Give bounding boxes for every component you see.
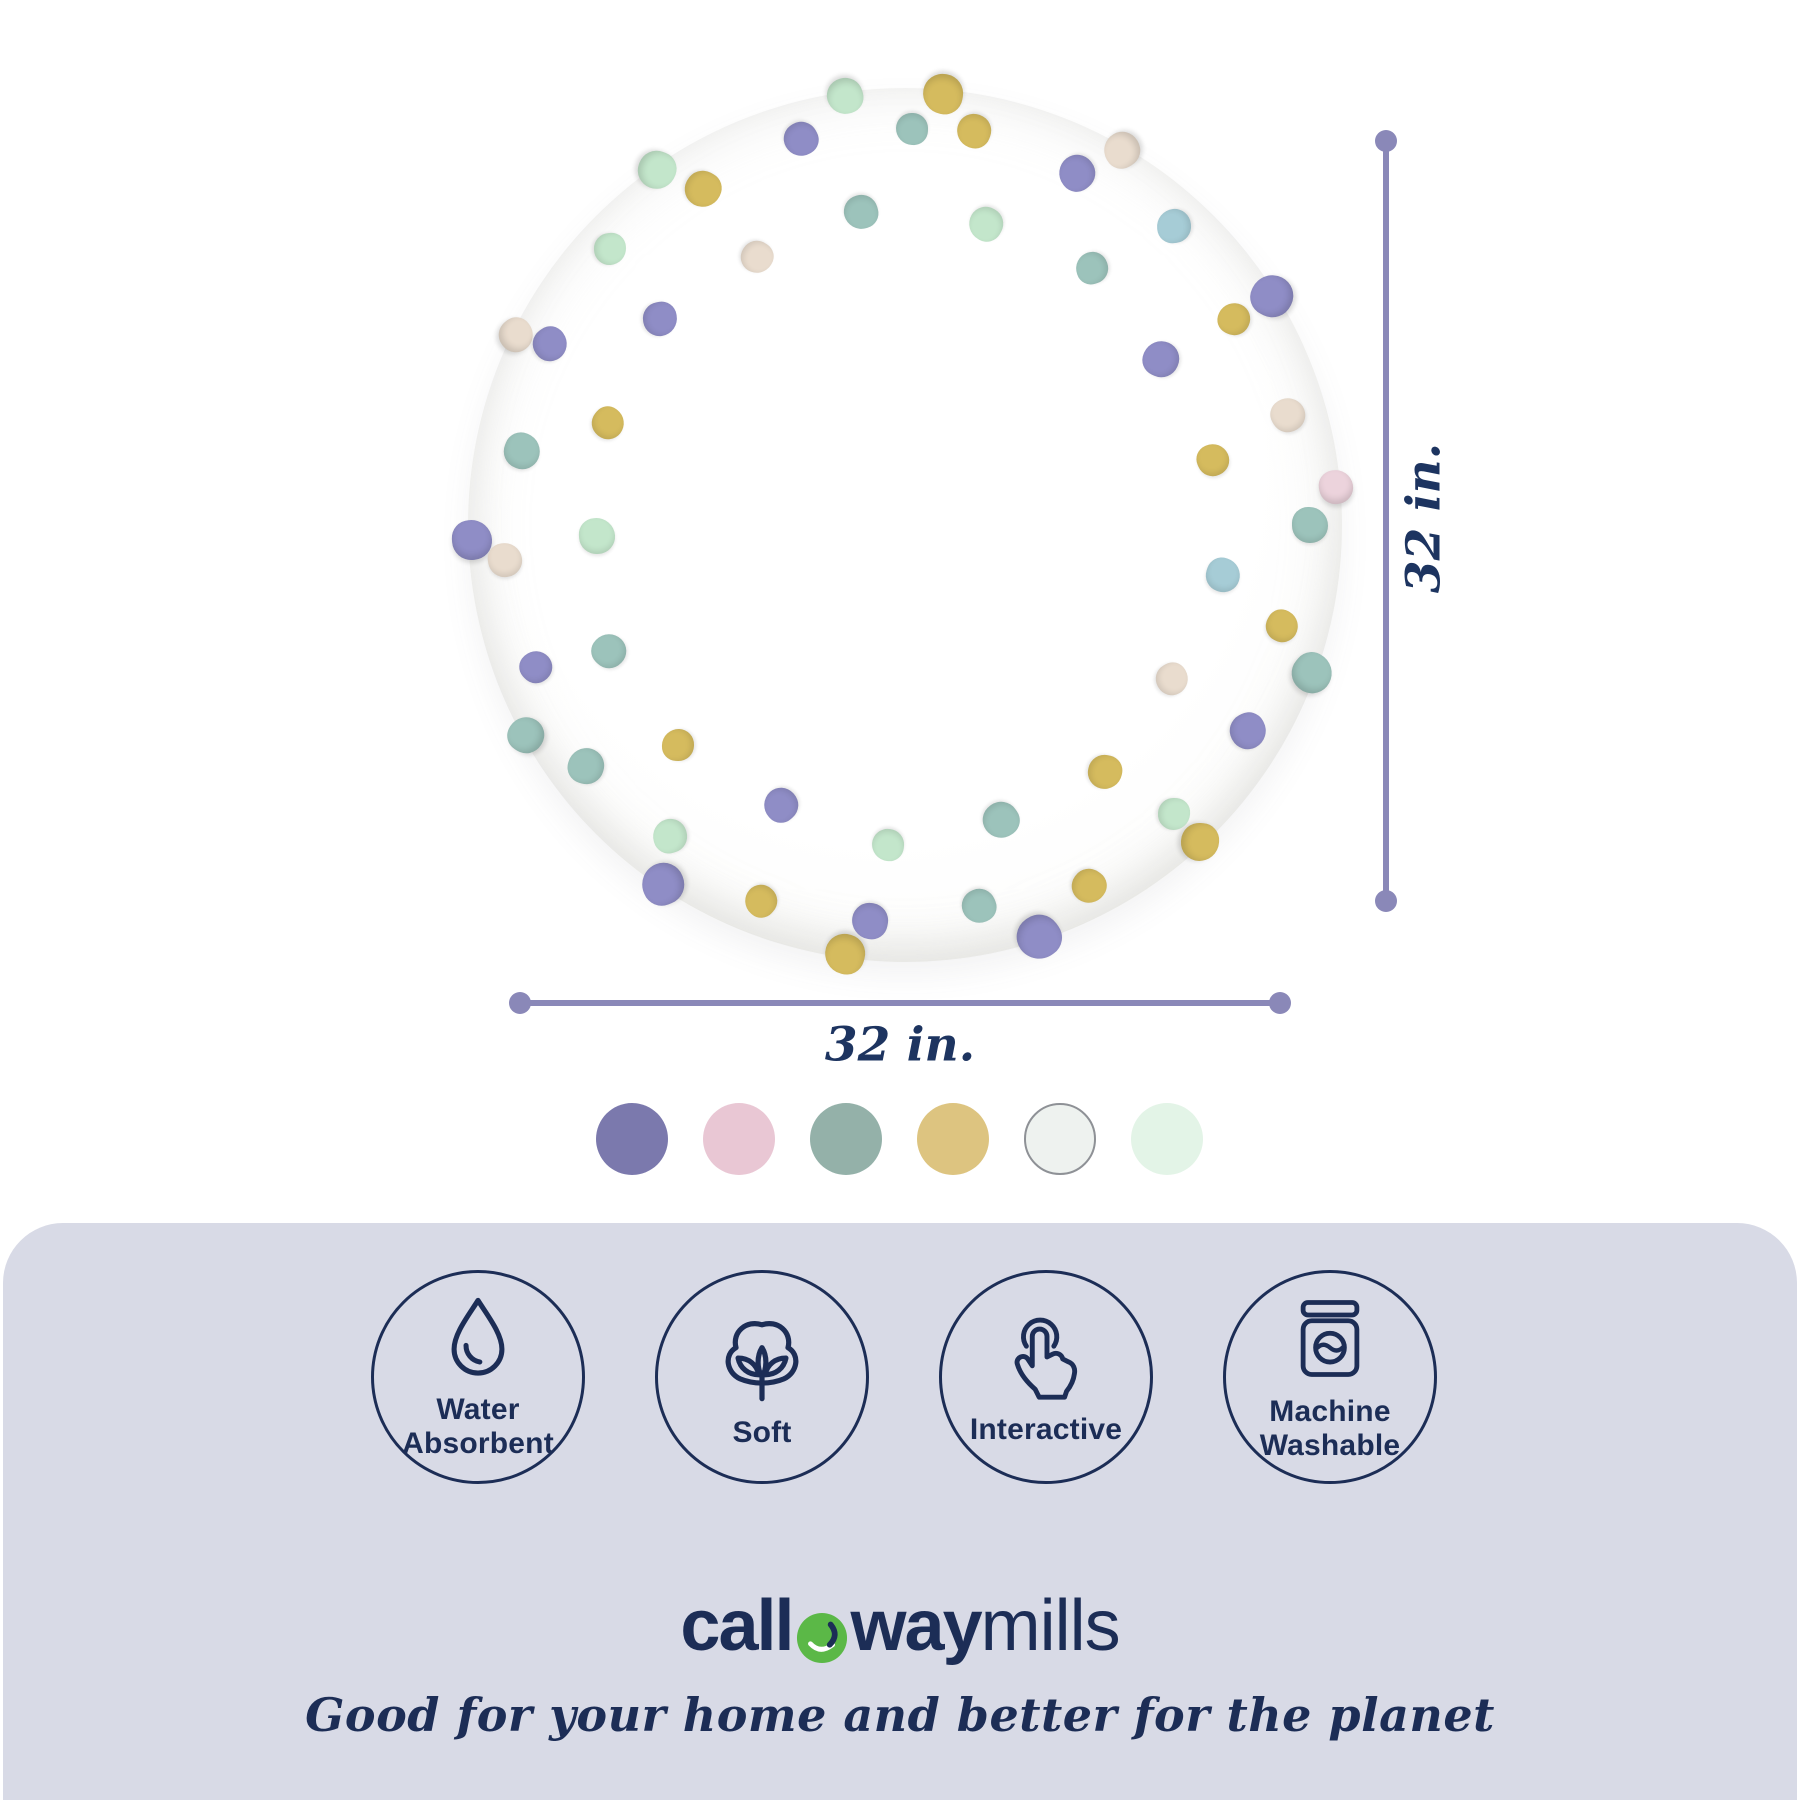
dimension-endpoint-dot bbox=[1269, 992, 1291, 1014]
width-dimension-label: 32 in. bbox=[824, 1017, 976, 1073]
dimension-endpoint-dot bbox=[1375, 130, 1397, 152]
rug-dot bbox=[1137, 335, 1185, 383]
rug-dot bbox=[661, 727, 695, 762]
rug-pom bbox=[919, 70, 966, 117]
rug-dot bbox=[592, 232, 627, 267]
rug-dot bbox=[734, 235, 779, 280]
rug-dot bbox=[585, 400, 631, 446]
logo-text-way: way bbox=[850, 1586, 983, 1666]
rug-dot bbox=[1264, 391, 1312, 439]
rug-dot bbox=[1084, 751, 1126, 793]
rug-pom bbox=[1316, 467, 1357, 507]
rug-pom bbox=[822, 73, 867, 119]
tap-hand-icon bbox=[1014, 1317, 1078, 1400]
rug-dot bbox=[513, 643, 559, 690]
rug-dot bbox=[975, 794, 1026, 845]
rug-pom bbox=[1283, 644, 1341, 702]
color-swatch-mint bbox=[1131, 1103, 1203, 1175]
feature-machine-washable: Machine Washable bbox=[1223, 1270, 1437, 1484]
rug-dot bbox=[1223, 706, 1273, 756]
feature-water-absorbent: Water Absorbent bbox=[371, 1270, 585, 1484]
feature-label: Soft bbox=[732, 1416, 792, 1450]
rug-dot bbox=[737, 878, 784, 924]
feature-label: Water Absorbent bbox=[402, 1393, 554, 1460]
rug-dot bbox=[952, 109, 997, 153]
dimension-endpoint-dot bbox=[1375, 890, 1397, 912]
logo-green-o-icon bbox=[796, 1612, 847, 1664]
rug-dot bbox=[649, 815, 692, 858]
rug-pom bbox=[491, 311, 540, 360]
color-swatch-white bbox=[1024, 1103, 1096, 1175]
features-panel bbox=[3, 1223, 1797, 1800]
height-dimension-line bbox=[1375, 130, 1397, 912]
rug-pom bbox=[1244, 267, 1301, 324]
width-dimension-line bbox=[509, 992, 1291, 1014]
logo-text-mills: mills bbox=[980, 1586, 1121, 1666]
rug-image bbox=[450, 70, 1357, 979]
rug-dot bbox=[870, 826, 906, 863]
feature-soft: Soft bbox=[655, 1270, 869, 1484]
color-swatch-row bbox=[596, 1103, 1203, 1175]
rug-dot bbox=[526, 320, 575, 369]
rug-dot bbox=[498, 427, 546, 475]
dimension-endpoint-dot bbox=[509, 992, 531, 1014]
rug-dot bbox=[1292, 507, 1328, 543]
rug-dot bbox=[563, 743, 608, 788]
color-swatch-purple bbox=[596, 1103, 668, 1175]
water-droplet-icon bbox=[451, 1298, 505, 1376]
rug-dot bbox=[584, 626, 633, 675]
rug-dot bbox=[640, 299, 680, 339]
rug-dot bbox=[839, 191, 883, 234]
rug-dot bbox=[962, 200, 1009, 247]
rug-pom bbox=[1180, 821, 1221, 862]
rug-dot bbox=[1191, 438, 1235, 481]
rug-dot bbox=[1201, 553, 1245, 597]
feature-interactive: Interactive bbox=[939, 1270, 1153, 1484]
rug-dot bbox=[756, 780, 805, 829]
rug-dot bbox=[1157, 796, 1192, 831]
brand-logo: call way mills bbox=[0, 1585, 1800, 1675]
rug-dot bbox=[956, 883, 1002, 928]
rug-dot bbox=[1155, 207, 1193, 245]
rug-dot bbox=[895, 112, 929, 146]
rug-pom bbox=[1096, 125, 1147, 175]
rug-dot bbox=[1051, 147, 1103, 198]
rug-dot bbox=[1065, 862, 1113, 910]
rug-dot bbox=[678, 164, 728, 214]
rug-dot bbox=[1071, 247, 1113, 288]
rug-dot bbox=[1212, 297, 1256, 341]
color-swatch-gold bbox=[917, 1103, 989, 1175]
height-dimension-label: 32 in. bbox=[1396, 442, 1452, 594]
rug-dot bbox=[577, 516, 617, 555]
washing-machine-icon bbox=[1300, 1300, 1360, 1378]
cotton-icon bbox=[725, 1321, 799, 1402]
logo-text-call: call bbox=[680, 1586, 794, 1666]
rug-pom bbox=[501, 710, 552, 760]
rug-dot bbox=[778, 115, 825, 162]
color-swatch-pink bbox=[703, 1103, 775, 1175]
rug-pom bbox=[632, 145, 681, 195]
color-swatch-sage bbox=[810, 1103, 882, 1175]
feature-label: Interactive bbox=[969, 1413, 1123, 1447]
rug-dot bbox=[1149, 657, 1194, 701]
feature-label: Machine Washable bbox=[1259, 1395, 1401, 1462]
brand-tagline: Good for your home and better for the pl… bbox=[305, 1688, 1495, 1742]
rug-dot bbox=[1259, 604, 1304, 648]
rug-pom bbox=[635, 856, 691, 912]
rug-pom bbox=[1008, 906, 1070, 968]
